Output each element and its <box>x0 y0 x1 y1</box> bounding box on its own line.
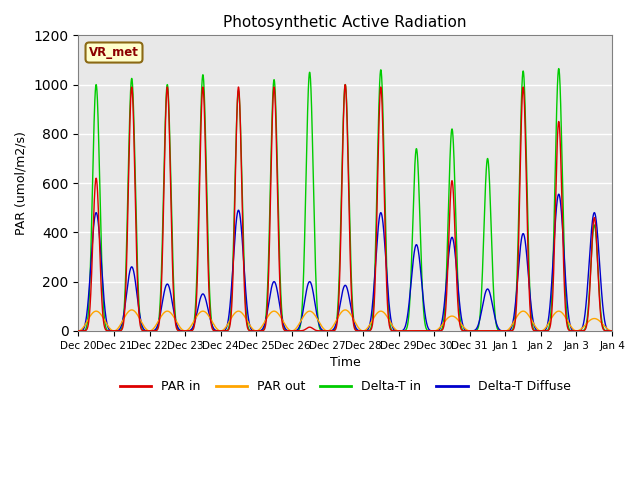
X-axis label: Time: Time <box>330 356 360 369</box>
Legend: PAR in, PAR out, Delta-T in, Delta-T Diffuse: PAR in, PAR out, Delta-T in, Delta-T Dif… <box>115 375 575 398</box>
Text: VR_met: VR_met <box>89 46 139 59</box>
Title: Photosynthetic Active Radiation: Photosynthetic Active Radiation <box>223 15 467 30</box>
Y-axis label: PAR (umol/m2/s): PAR (umol/m2/s) <box>15 131 28 235</box>
